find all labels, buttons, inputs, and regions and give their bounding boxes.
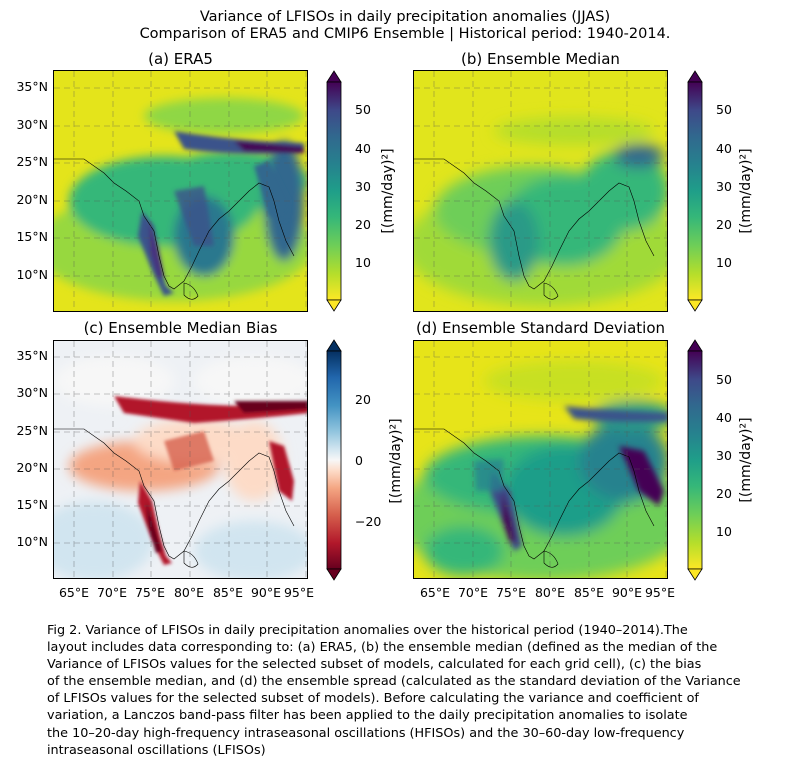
panel-d-lon-tick: 90°E [611,585,643,600]
panel-c-lon-tick: 95°E [283,585,315,600]
panel-d-lon-tick: 70°E [457,585,489,600]
panel-a-lat-tick: 35°N [16,79,48,94]
figure-title-line-1: Variance of LFISOs in daily precipitatio… [199,9,611,25]
panel-d-lon-tick: 80°E [534,585,566,600]
panel-a-colorbar-label: [(mm/day)²] [380,148,396,234]
panel-c-lat-tick: 25°N [16,423,48,438]
panel-a-lat-tick: 30°N [16,117,48,132]
panel-a-lat-tick: 25°N [16,154,48,169]
panel-b-colorbar-tick: 20 [716,217,732,232]
panel-c-lon-tick: 75°E [134,585,166,600]
panel-c-lat-tick: 30°N [16,385,48,400]
panel-a-colorbar-tick: 10 [355,255,371,270]
panel-c-colorbar-tick: −20 [355,514,382,529]
panel-a-colorbar-tick: 50 [355,102,371,117]
panel-d-lon-tick: 95°E [644,585,676,600]
panel-a-lat-tick: 15°N [16,229,48,244]
figure-caption: Fig 2. Variance of LFISOs in daily preci… [47,623,741,758]
panel-c-colorbar-tick: 20 [355,392,371,407]
panel-c-colorbar-label: [(mm/day)²] [388,418,404,504]
panel-c-field [54,341,307,578]
panel-d-lon-tick: 75°E [495,585,527,600]
panel-c-lat-tick: 10°N [16,534,48,549]
panel-b-colorbar [687,70,703,312]
panel-d-colorbar-tick: 30 [716,448,732,463]
panel-d-colorbar-tick: 10 [716,524,732,539]
panel-d-colorbar-tick: 50 [716,372,732,387]
panel-c-title: (c) Ensemble Median Bias [83,319,278,337]
panel-a-colorbar [326,70,342,312]
panel-c-colorbar-tick: 0 [355,453,363,468]
panel-d-colorbar-tick: 40 [716,410,732,425]
panel-a-map [53,70,308,312]
panel-b-map [413,70,668,312]
panel-b-colorbar-label: [(mm/day)²] [738,148,754,234]
panel-d-colorbar [687,339,703,581]
panel-b-colorbar-tick: 30 [716,179,732,194]
panel-b-colorbar-tick: 50 [716,102,732,117]
panel-c-lon-tick: 80°E [173,585,205,600]
panel-c-lon-tick: 70°E [96,585,128,600]
panel-c-lat-tick: 20°N [16,460,48,475]
panel-d-colorbar-tick: 20 [716,486,732,501]
panel-b-colorbar-tick: 40 [716,141,732,156]
panel-b-field [414,71,667,311]
panel-c-lon-tick: 65°E [58,585,90,600]
panel-c-lat-tick: 15°N [16,497,48,512]
panel-d-title: (d) Ensemble Standard Deviation [415,319,666,337]
panel-a-lat-tick: 10°N [16,267,48,282]
panel-d-colorbar-label: [(mm/day)²] [738,417,754,503]
panel-d-map [413,340,668,579]
panel-a-colorbar-tick: 20 [355,217,371,232]
panel-a-colorbar-tick: 30 [355,179,371,194]
panel-c-lat-tick: 35°N [16,348,48,363]
panel-a-field [54,71,307,311]
panel-a-lat-tick: 20°N [16,192,48,207]
panel-d-field [414,341,667,578]
panel-b-title: (b) Ensemble Median [461,50,620,68]
panel-c-lon-tick: 85°E [212,585,244,600]
panel-d-lon-tick: 65°E [419,585,451,600]
panel-c-map [53,340,308,579]
panel-c-colorbar [326,339,342,581]
panel-b-colorbar-tick: 10 [716,255,732,270]
figure-title-line-2: Comparison of ERA5 and CMIP6 Ensemble | … [139,26,671,42]
panel-d-lon-tick: 85°E [573,585,605,600]
panel-a-title: (a) ERA5 [148,50,213,68]
panel-a-colorbar-tick: 40 [355,141,371,156]
panel-c-lon-tick: 90°E [250,585,282,600]
